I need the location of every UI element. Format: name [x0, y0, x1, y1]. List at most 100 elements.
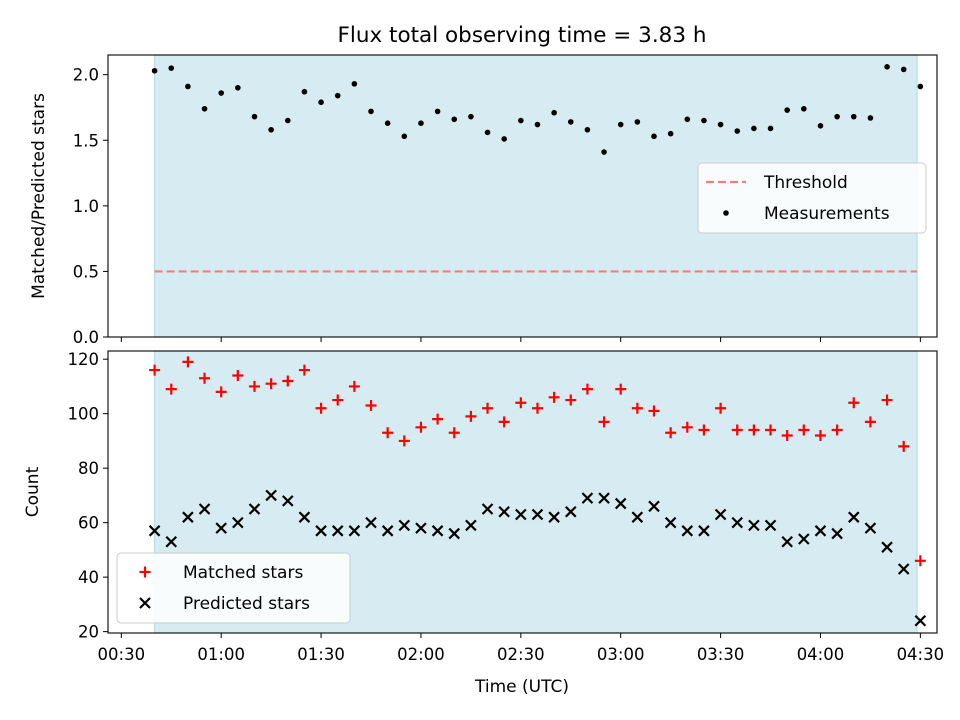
x-tick-label: 00:30 [98, 645, 146, 664]
predicted-star-point [681, 525, 694, 537]
predicted-star-point [714, 508, 727, 521]
legend-label: Measurements [764, 204, 890, 224]
predicted-star-point [331, 525, 344, 537]
measurement-point [151, 67, 158, 74]
predicted-star-point [148, 525, 161, 537]
matched-star-point [465, 410, 477, 422]
predicted-star-point [548, 511, 560, 523]
matched-star-point [315, 402, 327, 414]
matched-star-point [165, 383, 177, 395]
matched-star-point [432, 413, 444, 425]
legend-measurement-swatch [723, 210, 729, 216]
matched-star-point [149, 364, 161, 376]
measurement-point [617, 121, 624, 128]
matched-star-point [365, 399, 377, 411]
measurement-point [434, 108, 441, 115]
measurement-point [318, 99, 324, 106]
y-tick-label: 1.0 [73, 197, 99, 216]
measurement-point [867, 115, 874, 121]
predicted-star-point [748, 519, 760, 532]
predicted-star-point [265, 489, 277, 502]
matched-star-point [415, 421, 427, 433]
predicted-star-point [881, 541, 893, 553]
matched-star-point [898, 440, 910, 452]
y-tick-label: 100 [68, 405, 100, 424]
matched-star-point [298, 364, 310, 376]
predicted-star-point [381, 525, 394, 537]
measurement-point [651, 133, 657, 140]
measurement-point [767, 125, 774, 132]
matched-star-point [715, 402, 727, 414]
matched-star-point [182, 356, 194, 368]
matched-star-point [798, 424, 810, 436]
predicted-star-point [198, 503, 211, 515]
matched-star-point [781, 429, 793, 441]
predicted-star-point [348, 525, 361, 537]
matched-star-point [248, 380, 260, 392]
measurement-point [784, 107, 790, 113]
legend-matched-swatch [139, 566, 151, 578]
predicted-star-point [515, 508, 527, 521]
matched-star-point [581, 383, 593, 395]
measurement-point [850, 113, 857, 120]
matched-star-point [282, 375, 294, 387]
predicted-star-point [215, 522, 227, 534]
legend-label: Matched stars [183, 563, 303, 583]
measurement-point [634, 119, 641, 125]
predicted-star-point [798, 533, 810, 545]
measurement-point [534, 121, 541, 128]
predicted-star-point [764, 519, 777, 532]
predicted-star-point [781, 535, 793, 548]
series-matched-stars [149, 356, 926, 567]
measurement-point [284, 117, 291, 124]
y-tick-label: 2.0 [73, 66, 99, 85]
measurement-point [235, 84, 241, 91]
predicted-star-point [431, 525, 444, 537]
measurement-point [801, 105, 807, 112]
measurement-point [185, 83, 191, 90]
measurement-point [601, 149, 607, 155]
x-axis-label: Time (UTC) [474, 677, 569, 697]
measurement-point [251, 113, 258, 120]
y-axis-label: Matched/Predicted stars [29, 93, 49, 299]
measurement-point [384, 120, 391, 127]
matched-star-point [864, 416, 876, 428]
predicted-star-point [298, 511, 311, 523]
measurement-point [584, 126, 591, 133]
matched-star-point [332, 394, 344, 406]
matched-star-point [482, 402, 494, 414]
axes-frame [107, 54, 938, 338]
measurement-point [268, 126, 274, 133]
series-measurements [151, 64, 924, 155]
predicted-star-point [731, 516, 744, 529]
y-tick-label: 40 [78, 568, 99, 587]
predicted-star-point [531, 508, 544, 521]
measurement-point [201, 105, 208, 112]
matched-star-point [881, 394, 893, 406]
matched-star-point [748, 424, 760, 436]
measurement-point [501, 136, 507, 142]
axes-frame [107, 350, 938, 634]
measurement-point [551, 109, 557, 116]
matched-star-point [848, 397, 860, 409]
measurement-point [351, 81, 358, 87]
matched-star-point [814, 429, 826, 441]
matched-star-point [648, 405, 660, 417]
predicted-star-point [914, 614, 927, 627]
predicted-star-point [664, 516, 677, 529]
x-tick-label: 01:30 [297, 645, 345, 664]
x-tick-label: 03:30 [697, 645, 745, 664]
measurement-point [368, 108, 374, 115]
y-axis-label: Count [23, 466, 43, 517]
legend: Threshold Measurements [697, 162, 927, 234]
figure-title: Flux total observing time = 3.83 h [338, 23, 707, 48]
measurement-point [168, 65, 175, 71]
matched-star-point [498, 416, 510, 428]
series-predicted-stars [148, 489, 927, 627]
predicted-star-point [648, 500, 660, 513]
matched-star-point [199, 372, 211, 384]
x-tick-label: 02:00 [397, 645, 445, 664]
predicted-star-point [165, 535, 178, 548]
predicted-star-point [814, 525, 827, 537]
legend-predicted-swatch [139, 597, 151, 609]
